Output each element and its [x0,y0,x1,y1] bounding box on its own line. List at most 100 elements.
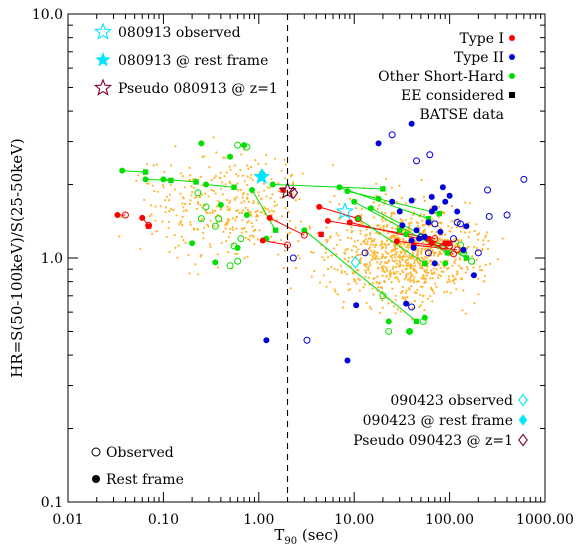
batse-point [247,167,250,170]
batse-point [422,278,425,281]
batse-point [188,272,191,275]
batse-point [228,207,231,210]
batse-point [364,265,368,268]
batse-point [199,204,202,207]
batse-point [229,231,232,234]
batse-point [151,184,154,187]
batse-point [386,269,389,272]
y-tick-label: 0.1 [41,495,63,511]
type2-rest-point [408,237,415,244]
batse-point [420,178,423,182]
type1-rest-point [393,238,400,245]
batse-point [243,180,246,183]
other-ee-obs-point [193,179,199,185]
batse-point [249,211,252,214]
batse-point [392,266,395,269]
batse-point [468,231,471,234]
batse-point [411,306,414,310]
batse-point [381,290,384,293]
batse-point [377,266,380,269]
type1-rest-point [428,240,435,247]
batse-point [264,207,267,210]
batse-point [410,285,413,288]
batse-point [480,269,483,272]
batse-point [352,244,355,248]
batse-point [279,196,282,199]
batse-point [449,291,452,294]
batse-point [382,270,385,273]
axes-layer: 0.01 0.10 1.00 10.00 100.00 1000.00 0.1 1.0 10.0… [8,7,574,547]
batse-point [447,278,450,281]
batse-point [377,282,380,285]
other-obs-point [194,189,202,197]
batse-point [391,226,394,230]
batse-point [443,291,446,294]
other-rest-point [385,318,392,325]
batse-point [353,240,356,243]
batse-point [328,200,332,204]
batse-point [226,205,229,208]
batse-point [180,172,183,175]
batse-point [389,215,392,218]
batse-point [387,232,390,235]
batse-point [255,215,258,218]
batse-point [468,202,472,205]
batse-point [394,299,397,302]
batse-point [369,243,372,246]
batse-point [383,242,387,245]
batse-point [415,271,418,274]
batse-point [187,253,190,257]
batse-point [145,182,149,185]
batse-point [376,275,379,278]
batse-point [168,209,171,213]
batse-point [175,214,178,217]
batse-point [346,236,350,239]
batse-point [397,255,400,258]
batse-point [197,273,200,276]
other-ee-obs-point [380,186,386,192]
batse-point [467,236,470,239]
batse-point [424,277,428,280]
batse-point [482,239,485,242]
legend-bottom-right-label: 090423 observed [390,393,513,409]
batse-point [419,213,422,216]
batse-point [443,238,446,241]
batse-point [228,199,231,202]
batse-point [406,264,409,267]
batse-point [268,186,271,189]
legend-bottom-right-marker [518,433,528,447]
batse-point [358,258,361,261]
batse-point [333,194,336,198]
batse-point [464,271,467,274]
batse-point [435,285,438,288]
batse-point [432,292,435,295]
batse-point [412,281,415,284]
batse-point [339,238,342,242]
batse-point [339,264,342,267]
batse-point [212,136,215,139]
batse-point [394,266,397,269]
batse-point [487,239,490,242]
batse-point [347,260,350,264]
batse-point [273,200,276,203]
batse-point [249,165,253,169]
other-rest-point [234,244,241,251]
type2-rest-point [410,244,417,251]
batse-point [155,230,158,233]
batse-point [263,213,266,216]
batse-point [475,223,478,226]
type1-connector-line [319,206,359,220]
batse-point [294,266,298,269]
type2-rest-point [375,140,382,147]
batse-point [277,253,280,256]
batse-point [395,236,398,239]
batse-point [244,206,247,209]
batse-point [201,184,204,187]
other-ee-obs-point [444,250,451,256]
legend-right-label: Type I [460,31,504,47]
other-ee-obs-point [272,227,279,233]
batse-point [277,182,280,185]
batse-point [321,256,324,259]
batse-point [195,207,198,210]
batse-point [224,227,227,230]
